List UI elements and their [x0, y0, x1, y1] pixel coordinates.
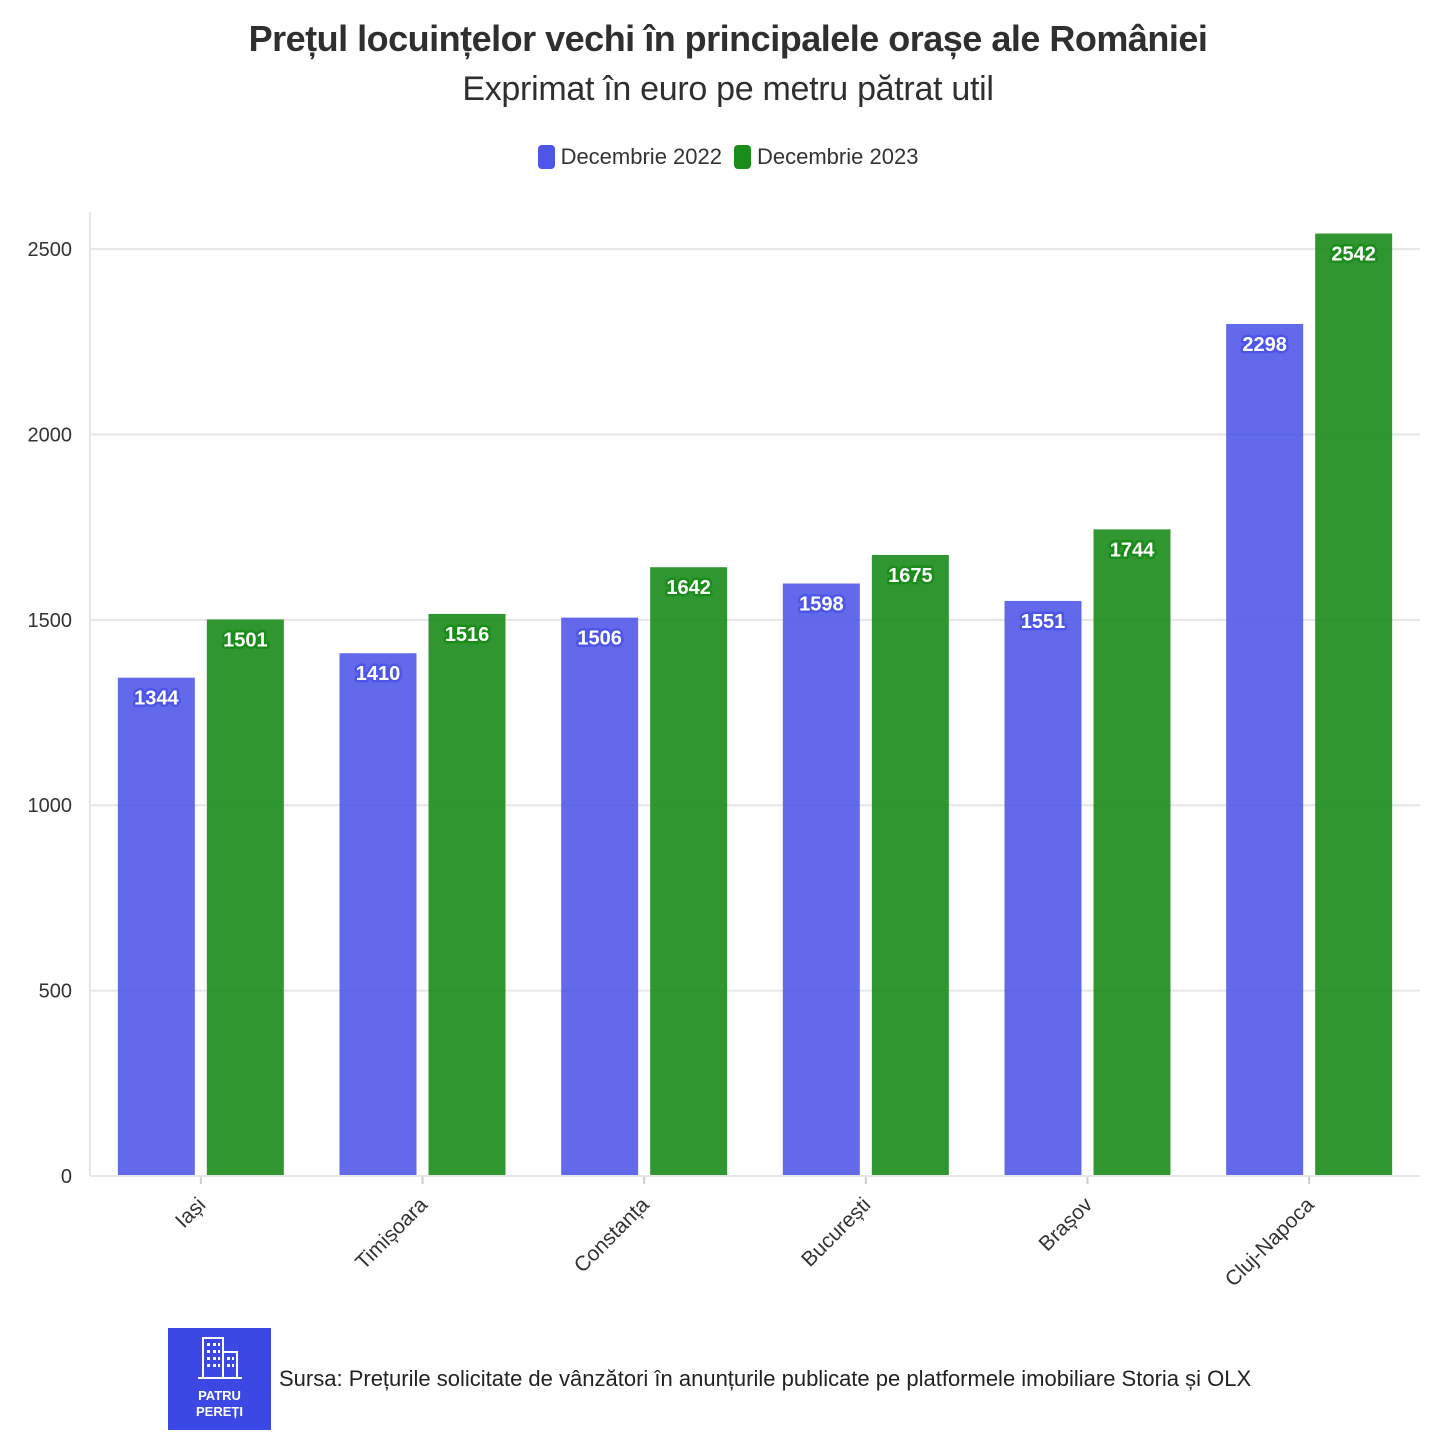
building-icon — [198, 1337, 242, 1379]
x-tick-label: București — [797, 1193, 875, 1271]
y-tick-label: 1000 — [28, 795, 73, 817]
x-tick-label: Cluj-Napoca — [1221, 1193, 1319, 1291]
bar-value-label: 1642 — [666, 577, 711, 599]
chart-subtitle: Exprimat în euro pe metru pătrat util — [462, 70, 994, 108]
legend: Decembrie 2022 Decembrie 2023 — [0, 144, 1456, 170]
y-tick-label: 2000 — [28, 424, 73, 446]
logo-text-line2: PEREȚI — [196, 1404, 243, 1419]
patru-pereti-logo: PATRU PEREȚI — [168, 1328, 271, 1430]
source-note: Sursa: Prețurile solicitate de vânzători… — [279, 1366, 1252, 1391]
bar-value-label: 1410 — [356, 663, 401, 685]
bar-value-label: 1516 — [445, 624, 490, 646]
bar — [1093, 529, 1171, 1176]
bar — [782, 583, 860, 1176]
logo-text-line1: PATRU — [198, 1388, 241, 1403]
bar-value-label: 1551 — [1021, 611, 1066, 633]
y-tick-label: 0 — [61, 1166, 72, 1188]
x-tick-label: Timișoara — [351, 1193, 432, 1274]
bar-value-label: 1598 — [799, 594, 844, 616]
legend-swatch-2023 — [734, 145, 751, 169]
bar — [117, 677, 195, 1176]
bar — [1004, 600, 1082, 1176]
bar-value-label: 1744 — [1110, 539, 1155, 561]
bar — [1315, 233, 1393, 1176]
legend-label-2022: Decembrie 2022 — [560, 144, 722, 169]
chart-title: Prețul locuințelor vechi în principalele… — [248, 18, 1208, 59]
y-tick-label: 1500 — [28, 610, 73, 632]
legend-label-2023: Decembrie 2023 — [757, 144, 919, 169]
bar-value-label: 2298 — [1242, 334, 1287, 356]
bar — [871, 554, 949, 1176]
bar-value-label: 1675 — [888, 565, 933, 587]
bar — [206, 619, 284, 1176]
y-tick-label: 2500 — [28, 239, 73, 261]
bar-value-label: 2542 — [1331, 244, 1376, 266]
bar — [1226, 323, 1304, 1177]
bar — [561, 617, 639, 1176]
x-tick-label: Iași — [171, 1193, 210, 1232]
legend-swatch-2022 — [537, 145, 555, 169]
bar — [428, 613, 506, 1176]
x-tick-label: Constanța — [570, 1193, 654, 1277]
bar — [339, 653, 417, 1176]
bar — [650, 567, 728, 1176]
bar-value-label: 1344 — [134, 688, 179, 710]
bar-chart: 0 500 1000 1500 2000 2500 1344 1501 Iași 1410 1516… — [28, 212, 1420, 1291]
footer: PATRU PEREȚI Sursa: Prețurile solicitate… — [168, 1328, 1251, 1430]
bar-value-label: 1501 — [223, 629, 268, 651]
x-tick-label: Brașov — [1035, 1193, 1098, 1256]
legend-item-2022: Decembrie 2022 — [537, 144, 722, 170]
y-tick-label: 500 — [39, 981, 72, 1003]
bar-value-label: 1506 — [577, 628, 622, 650]
legend-item-2023: Decembrie 2023 — [734, 144, 918, 170]
